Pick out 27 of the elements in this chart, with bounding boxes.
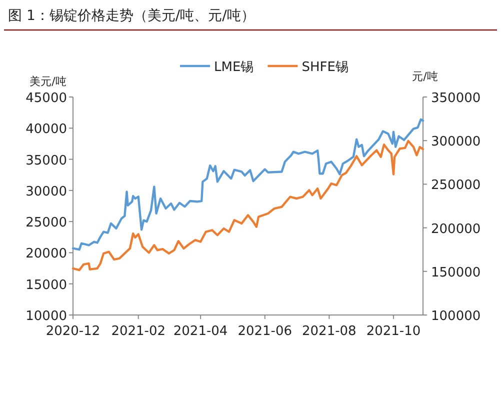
y-tick-label: 10000	[26, 309, 67, 324]
y2-tick-label: 100000	[431, 309, 481, 324]
line-series	[72, 118, 424, 251]
y2-tick-label: 150000	[431, 265, 481, 280]
y2-tick-label: 350000	[431, 91, 481, 106]
legend-label: SHFE锡	[302, 60, 348, 75]
y-tick-label: 30000	[26, 184, 67, 200]
y2-tick-label: 250000	[431, 178, 481, 194]
y-tick-label: 25000	[26, 216, 67, 231]
legend-label: LME锡	[214, 60, 254, 75]
y-tick-label: 35000	[26, 153, 67, 168]
x-tick-label: 2021-08	[302, 324, 356, 339]
y-tick-label: 15000	[26, 278, 67, 293]
y2-tick-label: 200000	[431, 222, 481, 237]
x-tick-label: 2021-10	[366, 324, 421, 339]
y-axis-title: 美元/吨	[30, 75, 66, 88]
x-tick-label: 2021-04	[173, 324, 228, 339]
x-tick-label: 2021-02	[111, 324, 166, 339]
line-series	[72, 140, 424, 272]
y-tick-label: 20000	[26, 246, 67, 262]
y-tick-label: 40000	[26, 122, 67, 138]
x-tick-label: 2021-06	[238, 324, 292, 339]
y-tick-label: 45000	[26, 91, 67, 106]
x-tick-label: 2020-12	[46, 324, 100, 339]
y2-axis-title: 元/吨	[412, 70, 438, 83]
chart-title: 图 1：锡锭价格走势（美元/吨、元/吨）	[8, 8, 255, 24]
y2-tick-label: 300000	[431, 134, 481, 150]
